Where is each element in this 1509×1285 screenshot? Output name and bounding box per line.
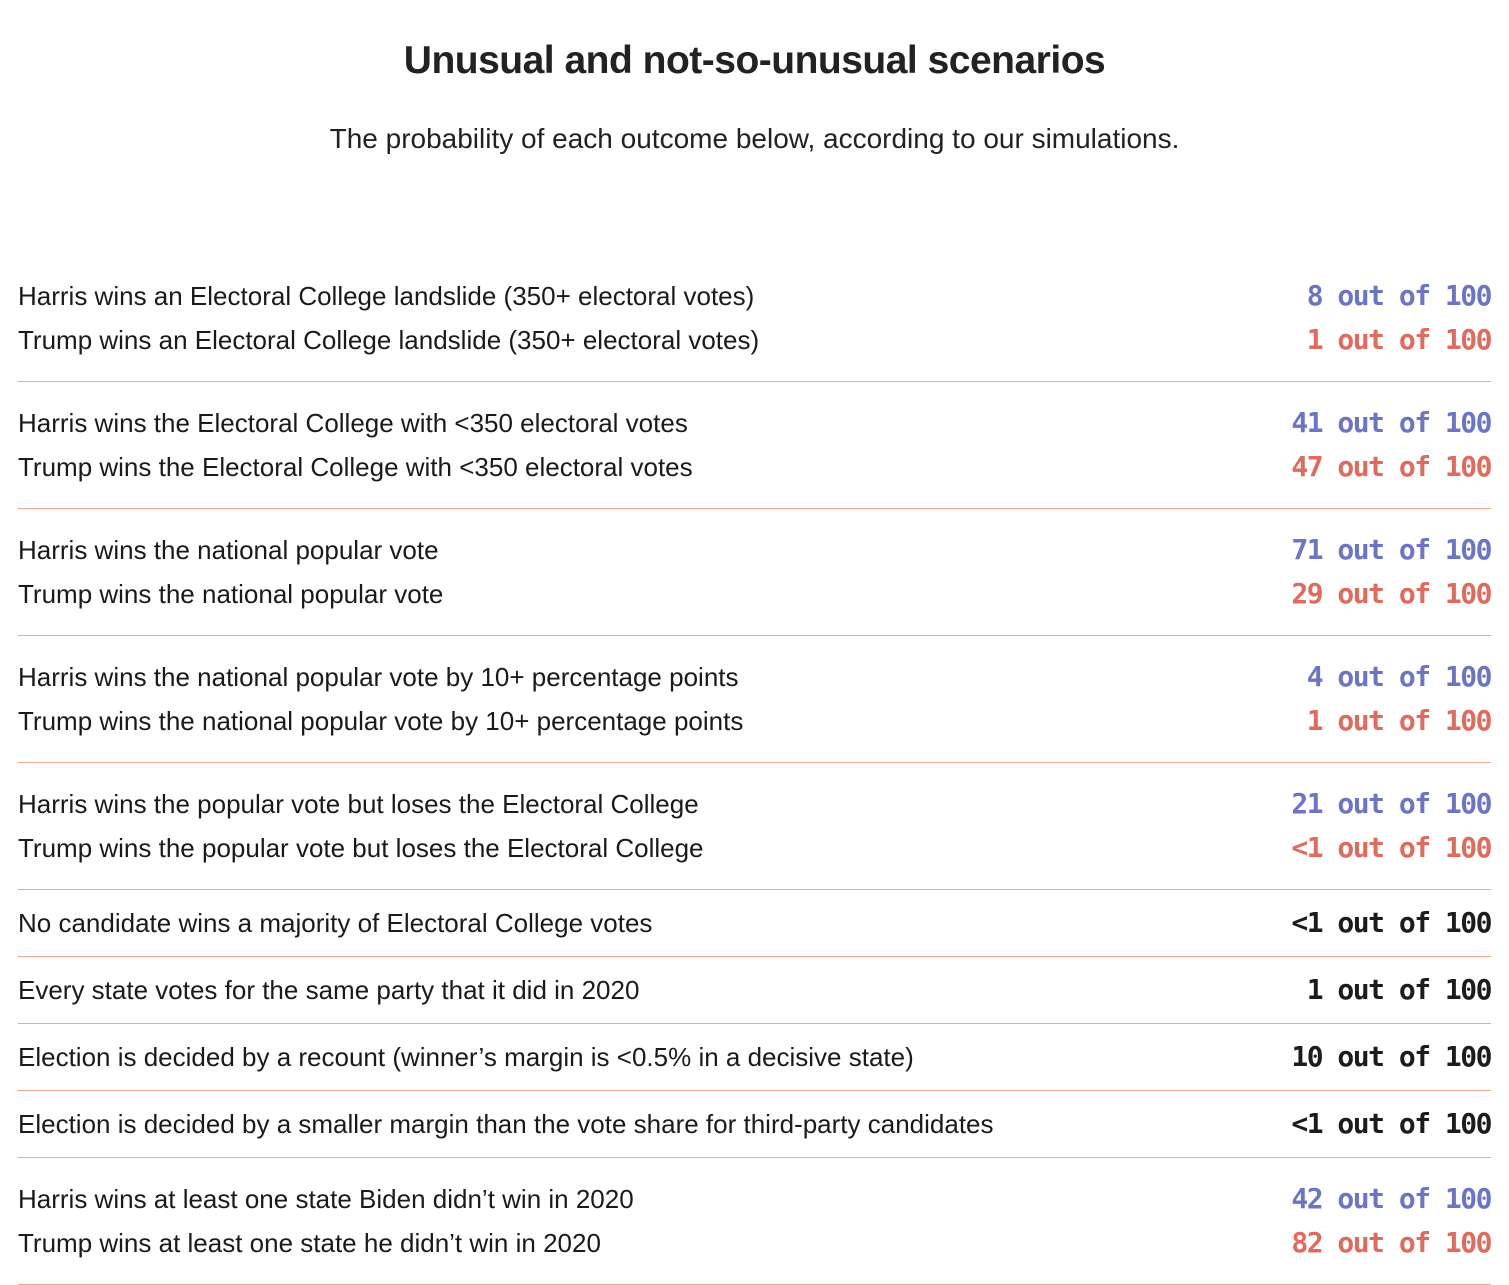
scenario-row: Trump wins the popular vote but loses th… [18, 826, 1492, 870]
scenario-group: Election is decided by a smaller margin … [18, 1091, 1492, 1158]
scenario-group: Harris wins an Electoral College landsli… [18, 255, 1493, 382]
scenario-label: Trump wins the popular vote but loses th… [18, 832, 704, 863]
scenario-row: Harris wins the national popular vote 71 … [18, 528, 1492, 572]
scenario-label: Trump wins an Electoral College landslid… [18, 324, 760, 355]
probability-value: 8 out of 100 [1306, 278, 1493, 312]
scenario-row: Harris wins an Electoral College landsli… [18, 274, 1493, 318]
scenario-label: Election is decided by a recount (winner… [18, 1041, 914, 1072]
scenario-label: Trump wins at least one state he didn’t … [18, 1227, 601, 1258]
probability-value: 10 out of 100 [1291, 1039, 1492, 1073]
scenario-row: Every state votes for the same party tha… [18, 968, 1493, 1012]
probability-value: 1 out of 100 [1306, 703, 1493, 737]
scenario-label: Harris wins the national popular vote by… [18, 661, 739, 692]
scenario-label: Trump wins the Electoral College with <3… [18, 451, 693, 482]
scenario-label: No candidate wins a majority of Electora… [18, 907, 653, 938]
scenario-group: Harris wins at least one state Biden did… [18, 1158, 1492, 1285]
scenario-row: Trump wins the national popular vote by … [18, 699, 1493, 743]
probability-value: 21 out of 100 [1291, 786, 1492, 820]
scenario-group: Harris wins the national popular vote 71 … [18, 509, 1492, 636]
page-title: Unusual and not-so-unusual scenarios [403, 39, 1106, 82]
probability-value: 29 out of 100 [1291, 576, 1492, 610]
scenario-row: Election is decided by a smaller margin … [18, 1102, 1492, 1146]
scenario-label: Harris wins the popular vote but loses t… [18, 788, 699, 819]
probability-value: 82 out of 100 [1291, 1225, 1492, 1259]
scenario-group: No candidate wins a majority of Electora… [18, 890, 1492, 957]
probability-value: <1 out of 100 [1291, 905, 1492, 939]
scenario-list: Harris wins an Electoral College landsli… [18, 255, 1493, 1285]
scenario-group: Every state votes for the same party tha… [18, 957, 1493, 1024]
scenario-row: Election is decided by a recount (winner… [18, 1035, 1492, 1079]
scenario-row: Trump wins an Electoral College landslid… [18, 318, 1493, 362]
scenario-row: Trump wins at least one state he didn’t … [18, 1221, 1492, 1265]
scenario-row: Harris wins at least one state Biden did… [18, 1177, 1492, 1221]
probability-value: <1 out of 100 [1291, 830, 1492, 864]
scenario-row: Harris wins the national popular vote by… [18, 655, 1493, 699]
probability-value: 47 out of 100 [1291, 449, 1492, 483]
scenario-label: Harris wins the national popular vote [18, 534, 439, 565]
scenario-label: Harris wins an Electoral College landsli… [18, 280, 755, 311]
scenario-label: Election is decided by a smaller margin … [18, 1108, 994, 1139]
probability-value: 71 out of 100 [1291, 532, 1492, 566]
probability-value: 41 out of 100 [1291, 405, 1492, 439]
scenario-label: Trump wins the national popular vote by … [18, 705, 744, 736]
probability-value: <1 out of 100 [1291, 1106, 1492, 1140]
scenario-label: Every state votes for the same party tha… [18, 974, 640, 1005]
scenario-label: Harris wins the Electoral College with <… [18, 407, 688, 438]
probability-value: 1 out of 100 [1306, 322, 1493, 356]
probability-value: 42 out of 100 [1291, 1181, 1492, 1215]
scenario-row: Harris wins the Electoral College with <… [18, 401, 1492, 445]
scenario-label: Harris wins at least one state Biden did… [18, 1183, 634, 1214]
page-subtitle: The probability of each outcome below, a… [329, 122, 1180, 154]
scenario-group: Harris wins the national popular vote by… [18, 636, 1493, 763]
probability-value: 4 out of 100 [1306, 659, 1493, 693]
probability-value: 1 out of 100 [1306, 972, 1493, 1006]
scenario-group: Harris wins the popular vote but loses t… [18, 763, 1492, 890]
scenario-row: No candidate wins a majority of Electora… [18, 901, 1492, 945]
scenario-row: Trump wins the national popular vote 29 o… [18, 572, 1492, 616]
scenario-group: Harris wins the Electoral College with <… [18, 382, 1492, 509]
scenario-label: Trump wins the national popular vote [18, 578, 444, 609]
scenario-row: Harris wins the popular vote but loses t… [18, 782, 1492, 826]
scenario-group: Election is decided by a recount (winner… [18, 1024, 1492, 1091]
scenario-row: Trump wins the Electoral College with <3… [18, 445, 1492, 489]
